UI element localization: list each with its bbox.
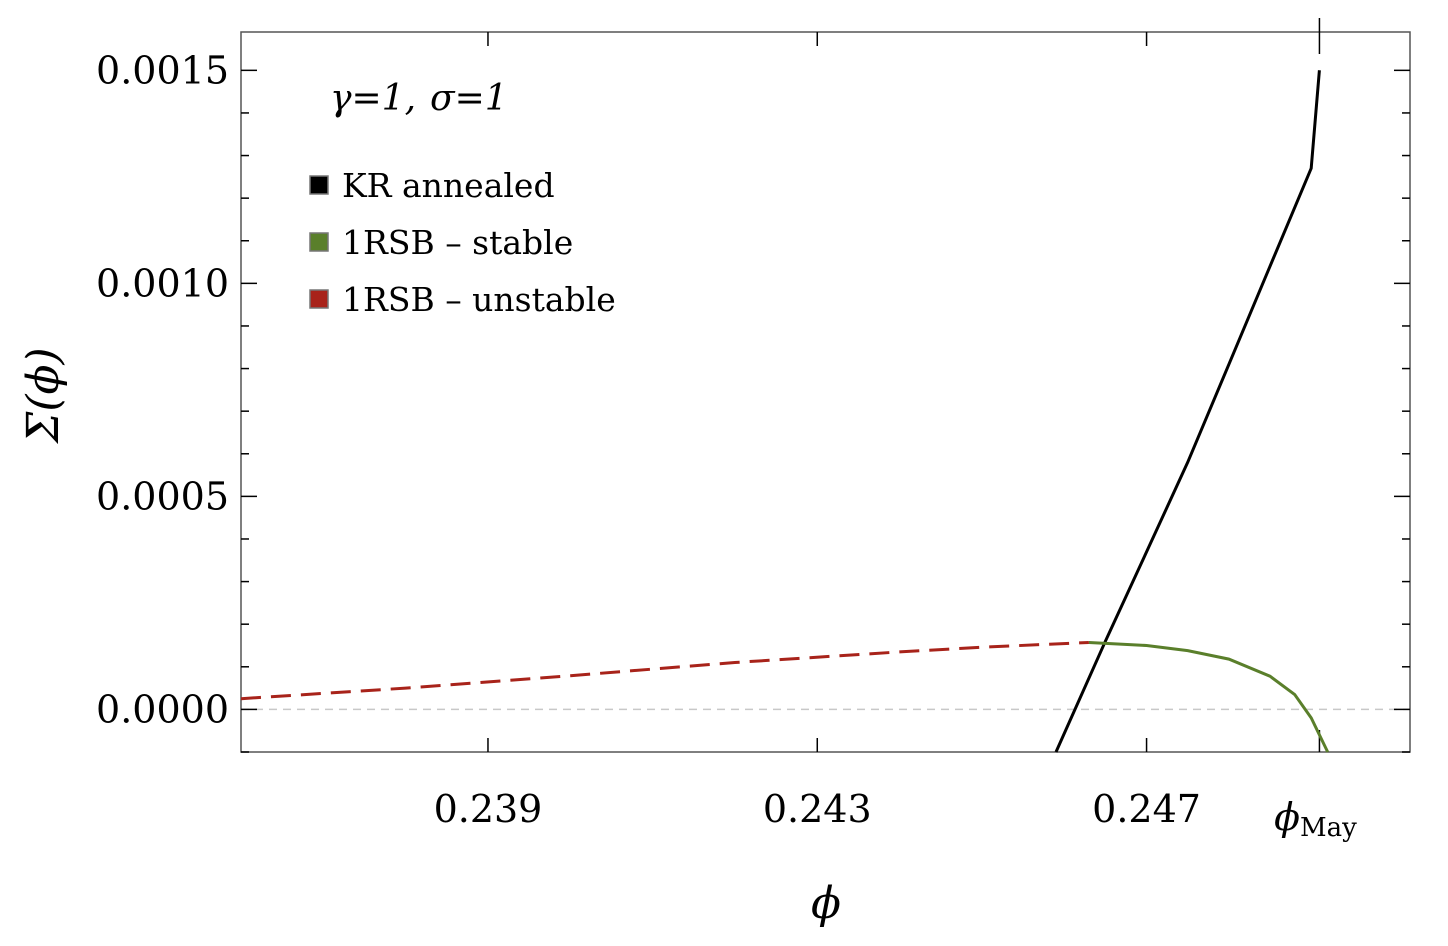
x-tick-label: 0.247 (1092, 787, 1201, 831)
series-line-2 (240, 641, 1089, 701)
legend: KR annealed 1RSB – stable 1RSB – unstable (309, 166, 616, 319)
y-axis-title: Σ(ϕ) (18, 347, 69, 444)
x-tick-label: 0.239 (434, 787, 543, 831)
legend-swatch (309, 289, 329, 309)
legend-label: KR annealed (342, 166, 555, 205)
y-tick-label: 0.0010 (96, 261, 229, 305)
plot-frame (240, 31, 1411, 753)
x-tick-label-phi-may: ϕMay (1274, 795, 1357, 843)
sigma-label: σ=1 (430, 78, 508, 119)
x-axis-title: ϕ (811, 878, 841, 929)
legend-label: 1RSB – stable (342, 223, 573, 262)
y-tick-label: 0.0005 (96, 474, 229, 518)
axis-ticks: 0.0000 0.0005 0.0010 0.0015 0.239 0.243 0.247 ϕ… (96, 18, 1410, 843)
y-tick-label: 0.0000 (96, 687, 229, 731)
gamma-label: γ=1, (330, 78, 416, 119)
parameter-annotation: γ=1, σ=1 (330, 78, 508, 119)
legend-swatch (309, 175, 329, 195)
legend-label: 1RSB – unstable (342, 280, 616, 319)
x-tick-label: 0.243 (763, 787, 872, 831)
y-tick-label: 0.0015 (96, 48, 229, 92)
legend-swatch (309, 232, 329, 252)
series-line-0 (1054, 70, 1321, 753)
series-layer (240, 70, 1330, 753)
series-line-1 (1088, 641, 1330, 753)
